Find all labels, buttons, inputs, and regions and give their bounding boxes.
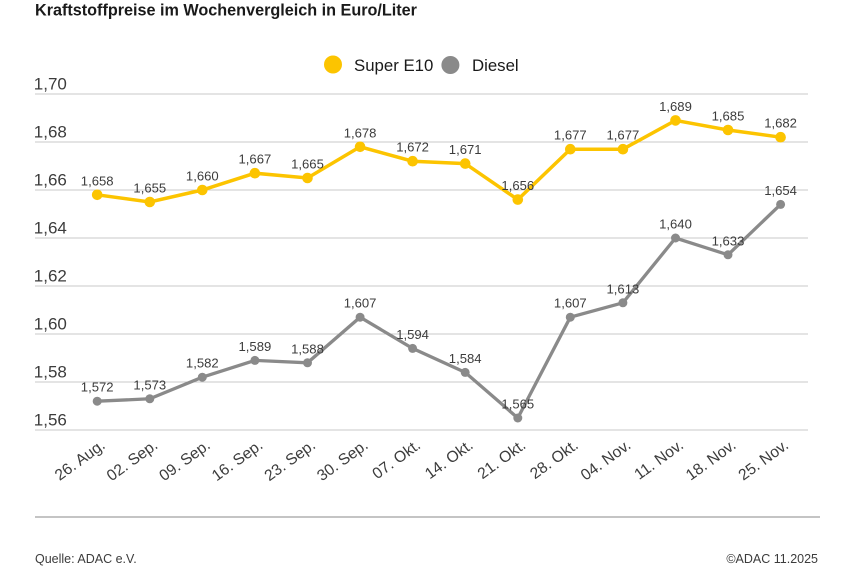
svg-text:Kraftstoffpreise im Wochenverg: Kraftstoffpreise im Wochenvergleich in E… xyxy=(35,2,418,20)
svg-text:1,582: 1,582 xyxy=(186,356,219,371)
svg-text:1,594: 1,594 xyxy=(396,327,429,342)
svg-text:Super E10: Super E10 xyxy=(354,56,433,75)
svg-text:1,588: 1,588 xyxy=(291,341,324,356)
svg-text:1,677: 1,677 xyxy=(607,128,640,143)
svg-text:1,655: 1,655 xyxy=(133,181,166,196)
svg-text:1,64: 1,64 xyxy=(34,218,67,237)
svg-text:1,633: 1,633 xyxy=(712,233,745,248)
svg-text:1,613: 1,613 xyxy=(607,281,640,296)
svg-text:©ADAC 11.2025: ©ADAC 11.2025 xyxy=(726,552,818,566)
svg-text:1,685: 1,685 xyxy=(712,109,745,124)
svg-text:1,70: 1,70 xyxy=(34,74,67,93)
svg-text:1,682: 1,682 xyxy=(764,116,797,131)
svg-text:1,58: 1,58 xyxy=(34,362,67,381)
svg-text:Quelle: ADAC e.V.: Quelle: ADAC e.V. xyxy=(35,552,137,566)
svg-text:1,677: 1,677 xyxy=(554,128,587,143)
svg-text:1,62: 1,62 xyxy=(34,266,67,285)
svg-text:1,672: 1,672 xyxy=(396,140,429,155)
svg-text:1,678: 1,678 xyxy=(344,125,377,140)
svg-text:1,658: 1,658 xyxy=(81,173,114,188)
svg-text:1,607: 1,607 xyxy=(554,296,587,311)
svg-text:Diesel: Diesel xyxy=(472,56,519,75)
svg-text:1,656: 1,656 xyxy=(501,178,534,193)
svg-text:1,584: 1,584 xyxy=(449,351,482,366)
svg-text:1,572: 1,572 xyxy=(81,380,114,395)
svg-text:1,607: 1,607 xyxy=(344,296,377,311)
svg-text:1,667: 1,667 xyxy=(239,152,272,167)
svg-text:1,60: 1,60 xyxy=(34,314,67,333)
svg-text:1,689: 1,689 xyxy=(659,99,692,114)
svg-text:1,565: 1,565 xyxy=(501,397,534,412)
svg-text:1,671: 1,671 xyxy=(449,142,482,157)
svg-text:1,66: 1,66 xyxy=(34,170,67,189)
svg-text:1,640: 1,640 xyxy=(659,217,692,232)
svg-text:1,660: 1,660 xyxy=(186,169,219,184)
svg-text:1,56: 1,56 xyxy=(34,410,67,429)
svg-text:1,654: 1,654 xyxy=(764,183,797,198)
svg-text:1,573: 1,573 xyxy=(133,377,166,392)
svg-text:1,589: 1,589 xyxy=(239,339,272,354)
svg-text:1,68: 1,68 xyxy=(34,122,67,141)
svg-text:1,665: 1,665 xyxy=(291,157,324,172)
